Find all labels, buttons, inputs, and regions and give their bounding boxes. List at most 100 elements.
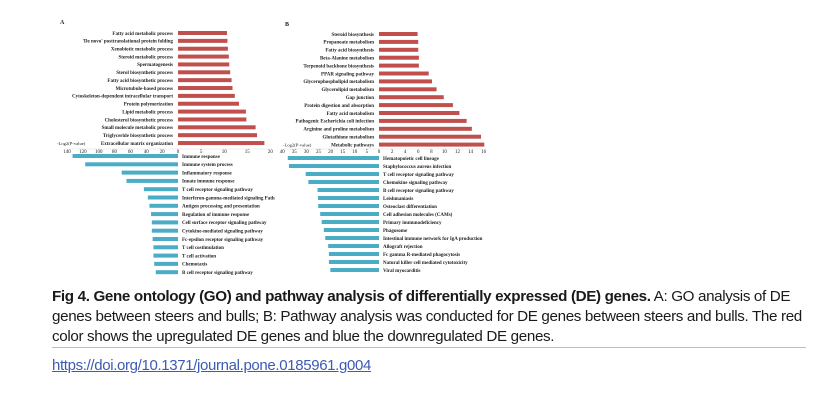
tick-label: 6 (417, 150, 420, 155)
down-bar-label: T cell receptor signaling pathway (182, 188, 253, 193)
down-bar (328, 252, 379, 256)
up-bar (379, 118, 467, 123)
up-bar-label: Small molecule metabolic process (102, 126, 173, 131)
tick-label: 100 (95, 150, 103, 155)
tick-label: 12 (455, 150, 461, 155)
up-bar-label: Extracellular matrix organization (101, 142, 173, 147)
tick-label: 40 (144, 150, 150, 155)
tick-label: 10 (222, 150, 228, 155)
tick-label: 2 (391, 150, 394, 155)
down-bar-label: Fc-epsilon receptor signaling pathway (182, 238, 264, 243)
figure-caption: Fig 4. Gene ontology (GO) and pathway an… (52, 287, 822, 347)
up-bar-label: Beta-Alanine metabolism (320, 57, 375, 62)
up-bar-label: 'De novo' posttranslational protein fold… (83, 40, 174, 45)
down-bar-label: Inflammatory response (182, 171, 233, 176)
down-bar (155, 270, 178, 275)
up-bar (178, 117, 247, 122)
down-bar-label: T cell activation (182, 254, 216, 259)
tick-label: 35 (292, 150, 298, 155)
panel-title: B (285, 22, 289, 28)
down-bar (85, 162, 178, 167)
doi-link[interactable]: https://doi.org/10.1371/journal.pone.018… (52, 357, 371, 374)
up-bar-label: Triglyceride biosynthetic process (103, 134, 173, 139)
down-bar (317, 188, 379, 192)
up-bar-label: Sterol biosynthetic process (116, 71, 173, 76)
caption-text: A: GO analysis of DE genes between steer… (52, 288, 802, 345)
down-bar-label: Cell surface receptor signaling pathway (182, 221, 267, 226)
panel-title: A (60, 20, 65, 26)
tick-label: 15 (340, 150, 346, 155)
tick-label: 140 (63, 150, 71, 155)
axis-label: -Log2(P-value) (283, 142, 312, 147)
down-bar-label: B cell receptor signaling pathway (383, 189, 454, 194)
up-bar (178, 93, 235, 98)
up-bar-label: Gap junction (346, 96, 374, 101)
down-bar-label: Intestinal immune network for IgA produc… (383, 237, 483, 242)
caption-title: Gene ontology (GO) and pathway analysis … (93, 288, 651, 305)
up-bar-label: Glycerophospholipid metabolism (303, 80, 374, 85)
up-bar (379, 79, 432, 84)
down-bar (325, 236, 379, 240)
up-bar-label: Microtubule-based process (116, 87, 174, 92)
up-bar-label: Metabolic pathways (331, 143, 374, 148)
down-bar (321, 220, 379, 224)
up-bar (379, 71, 429, 76)
up-bar (178, 125, 256, 130)
caption-label: Fig 4. (52, 288, 90, 305)
up-bar-label: Fatty acid biosynthesis (325, 49, 374, 54)
tick-label: 15 (245, 150, 251, 155)
down-bar (305, 172, 379, 176)
up-bar (379, 87, 437, 92)
down-bar (328, 260, 379, 264)
up-bar-label: Fatty acid metabolism (327, 112, 375, 117)
down-bar (72, 154, 178, 158)
divider (52, 347, 806, 348)
up-bar-label: Steroid metabolic process (118, 55, 173, 60)
down-bar-label: T cell costimulation (182, 246, 224, 251)
tick-label: 40 (280, 150, 286, 155)
up-bar (379, 126, 472, 131)
down-bar-label: T cell receptor signaling pathway (383, 173, 454, 178)
tick-label: 80 (112, 150, 118, 155)
up-bar-label: Lipid metabolic process (122, 110, 173, 115)
up-bar (178, 31, 227, 35)
up-bar (178, 86, 233, 91)
up-bar-label: Spermatogenesis (137, 63, 173, 68)
tick-label: 14 (468, 150, 474, 155)
down-bar (287, 156, 379, 160)
down-bar-label: Immune system process (182, 163, 233, 168)
down-bar (151, 220, 178, 225)
up-bar-label: Fatty acid metabolic process (112, 32, 173, 37)
down-bar (330, 268, 379, 272)
up-bar-label: PPAR signaling pathway (321, 72, 374, 77)
down-bar-label: Staphylococcus aureus infection (383, 165, 451, 170)
up-bar (178, 62, 230, 67)
down-bar (328, 244, 379, 248)
up-bar-label: Xenobiotic metabolic process (111, 48, 173, 53)
up-bar (379, 63, 419, 68)
up-bar-label: Arginine and proline metabolism (303, 128, 374, 133)
down-bar (154, 261, 178, 266)
down-bar-label: Primary immunodeficiency (383, 221, 442, 226)
panel-a: A Fatty acid metabolic process 'De novo' p… (57, 20, 275, 276)
down-bar-label: Viral myocarditis (383, 269, 421, 274)
tick-label: 5 (366, 150, 369, 155)
up-bar-label: Steroid biosynthesis (331, 33, 374, 38)
down-bar (121, 170, 178, 175)
down-bar-label: Antigen processing and presentation (182, 205, 260, 210)
down-bar-label: Immune response (182, 155, 221, 160)
up-bar (379, 55, 419, 60)
panel-b: B Steroid biosynthesis Propanoate metaboli… (280, 22, 487, 274)
tick-label: 4 (404, 150, 407, 155)
down-bar-label: Chemotaxis (182, 263, 207, 268)
tick-label: 20 (160, 150, 166, 155)
down-bar (320, 212, 379, 216)
down-bar (126, 178, 178, 183)
up-bar (178, 46, 228, 51)
down-bar-label: Cytokine-mediated signaling pathway (182, 230, 263, 235)
down-bar (323, 228, 379, 232)
up-bar (379, 39, 419, 44)
up-bar-label: Cytoskeleton-dependent intracellular tra… (72, 95, 173, 100)
down-bar-label: Interferon-gamma-mediated signaling Path (182, 196, 275, 201)
up-bar-label: Glycerolipid metabolism (321, 88, 374, 93)
